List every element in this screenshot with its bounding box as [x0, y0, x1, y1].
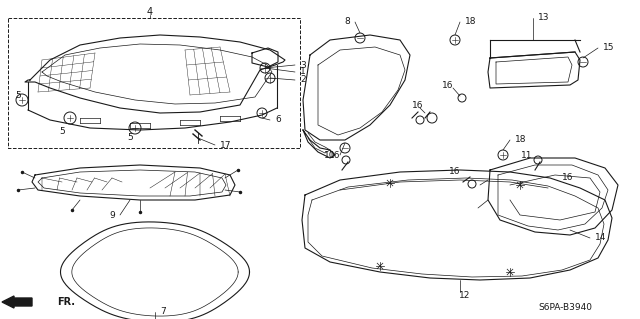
Text: 6: 6	[275, 115, 281, 124]
FancyArrow shape	[2, 296, 32, 308]
Text: 4: 4	[147, 7, 153, 17]
Text: 5: 5	[59, 128, 65, 137]
Text: 8: 8	[344, 18, 350, 26]
Text: 7: 7	[160, 308, 166, 316]
Text: 10: 10	[323, 151, 335, 160]
Text: 3: 3	[300, 61, 306, 70]
Text: 16: 16	[442, 80, 454, 90]
Text: 1: 1	[300, 68, 306, 77]
Text: S6PA-B3940: S6PA-B3940	[538, 303, 592, 313]
Text: 9: 9	[109, 211, 115, 219]
Text: 14: 14	[595, 234, 606, 242]
Bar	[8, 18, 300, 148]
Text: 16: 16	[329, 151, 340, 160]
Text: 2: 2	[300, 76, 306, 85]
Text: FR.: FR.	[57, 297, 75, 307]
Text: 11: 11	[521, 151, 532, 160]
Text: 15: 15	[603, 43, 614, 53]
Text: 16: 16	[412, 100, 424, 109]
Text: 5: 5	[127, 133, 133, 143]
Text: 16: 16	[449, 167, 461, 176]
Text: 18: 18	[465, 18, 477, 26]
Text: 13: 13	[538, 13, 550, 23]
Text: 17: 17	[220, 140, 232, 150]
Text: 12: 12	[460, 292, 470, 300]
Text: 16: 16	[563, 174, 573, 182]
Text: 18: 18	[515, 136, 527, 145]
Text: 5: 5	[15, 92, 21, 100]
